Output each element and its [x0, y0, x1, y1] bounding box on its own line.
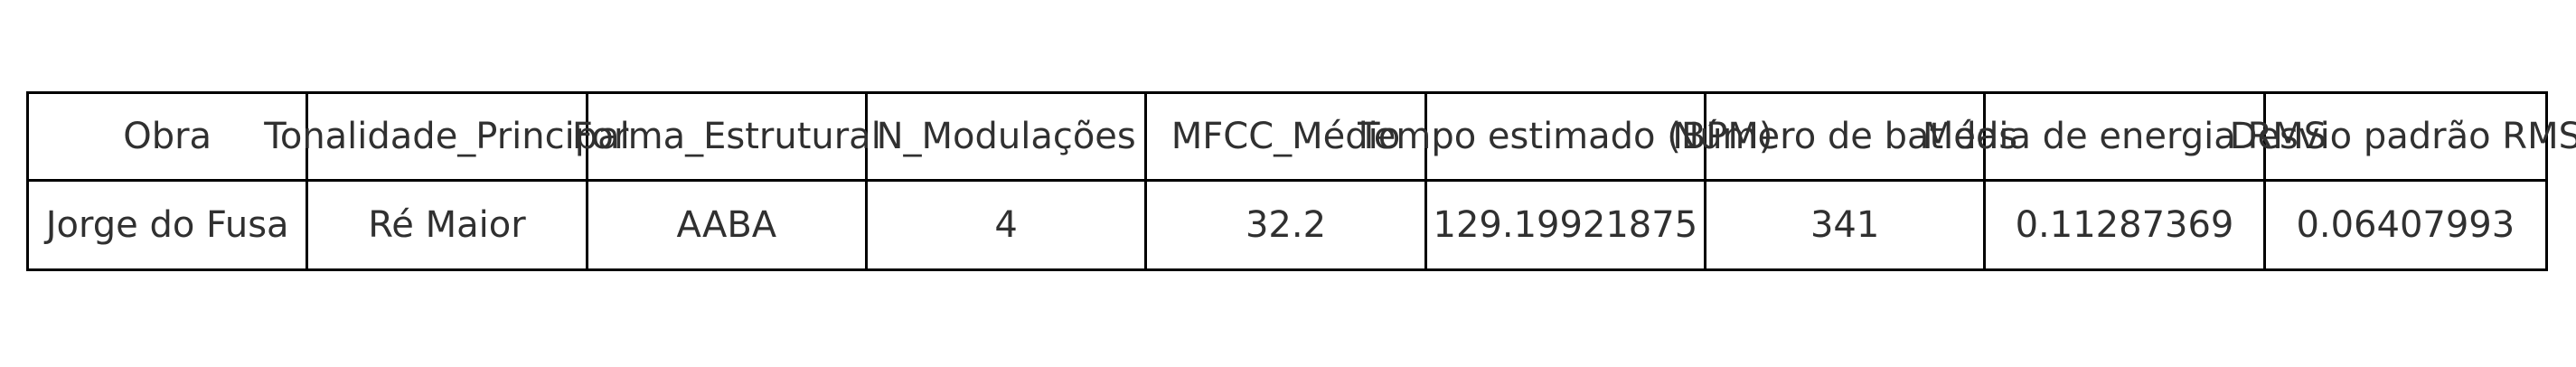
table-cell-mfcc: 32.2	[1147, 181, 1427, 268]
column-header-modulacoes: N_Modulações	[868, 94, 1148, 182]
table-cell-desvio: 0.06407993	[2266, 182, 2545, 269]
column-header-label: Tempo estimado (BPM)	[1358, 115, 1773, 157]
cell-value: AABA	[676, 203, 777, 246]
column-header-label: Número de batidas	[1672, 115, 2018, 157]
table-cell-obra: Jorge do Fusa	[29, 181, 309, 268]
column-header-label: Tonalidade_Principal	[264, 115, 630, 157]
column-header-forma: Forma_Estrutural	[572, 94, 881, 182]
data-table: Obra Tonalidade_Principal Forma_Estrutur…	[26, 91, 2576, 271]
cell-value: Ré Maior	[368, 203, 526, 246]
cell-value: 0.06407993	[2296, 203, 2515, 246]
cell-value: 129.19921875	[1433, 203, 1698, 246]
column-header-batidas: Número de batidas	[1672, 94, 2017, 182]
column-header-label: Forma_Estrutural	[571, 115, 881, 157]
cell-value: 0.11287369	[2015, 203, 2234, 246]
column-header-label: MFCC_Médio	[1170, 115, 1401, 157]
column-header-tempo: Tempo estimado (BPM)	[1358, 94, 1773, 182]
column-header-energia: Média de energia RMS	[1923, 94, 2327, 182]
cell-value: 341	[1810, 203, 1880, 246]
cell-value: Jorge do Fusa	[45, 203, 289, 246]
table-cell-forma: AABA	[588, 181, 868, 268]
column-header-desvio: Desvio padrão RMS	[2230, 94, 2576, 182]
table-cell-tonalidade: Ré Maior	[308, 181, 588, 268]
column-header-label: Desvio padrão RMS	[2229, 115, 2576, 157]
column-header-label: N_Modulações	[876, 115, 1136, 157]
table-cell-energia: 0.11287369	[1986, 181, 2266, 268]
column-header-mfcc: MFCC_Médio	[1147, 94, 1427, 182]
column-header-obra: Obra	[29, 94, 309, 182]
cell-value: 4	[994, 203, 1018, 246]
table-cell-batidas: 341	[1706, 181, 1987, 268]
table-cell-tempo: 129.19921875	[1427, 181, 1706, 268]
column-header-label: Média de energia RMS	[1922, 115, 2327, 157]
column-header-tonalidade: Tonalidade_Principal	[264, 94, 630, 182]
column-header-label: Obra	[123, 115, 212, 157]
cell-value: 32.2	[1245, 203, 1327, 246]
table-cell-modulacoes: 4	[868, 181, 1148, 268]
